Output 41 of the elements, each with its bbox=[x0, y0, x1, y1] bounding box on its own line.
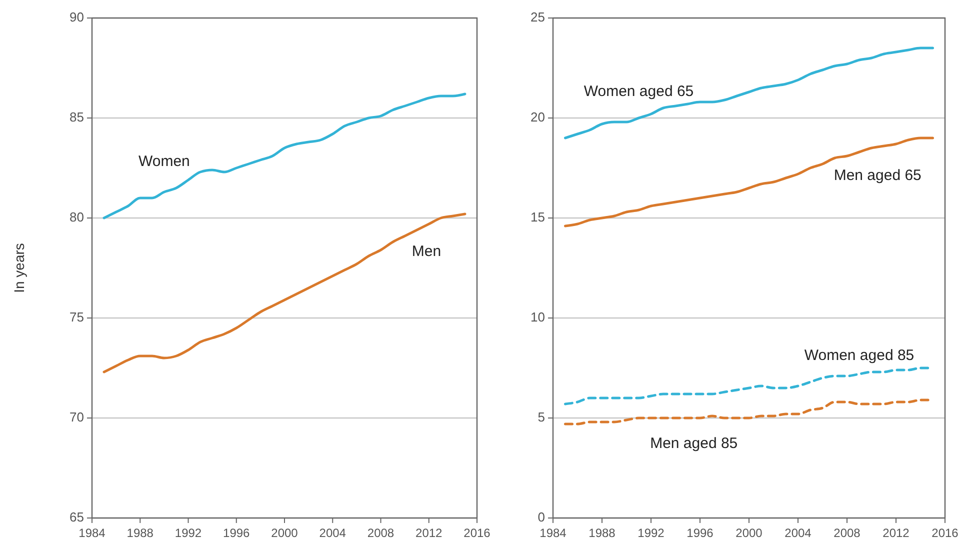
x-tick-label: 2000 bbox=[736, 526, 763, 540]
x-tick-label: 2016 bbox=[464, 526, 491, 540]
y-tick-label: 0 bbox=[538, 509, 545, 524]
y-tick-label: 10 bbox=[530, 309, 545, 324]
line-series bbox=[102, 212, 466, 374]
x-tick-label: 1988 bbox=[126, 526, 154, 540]
y-tick-label: 20 bbox=[530, 109, 545, 124]
series-label: Men aged 65 bbox=[834, 166, 922, 184]
x-tick-label: 1996 bbox=[686, 526, 714, 540]
x-tick-label: 1996 bbox=[223, 526, 250, 540]
x-tick-label: 2012 bbox=[882, 526, 910, 540]
x-tick-label: 2008 bbox=[834, 526, 861, 540]
x-tick-label: 1992 bbox=[174, 526, 202, 540]
series-label: Men aged 85 bbox=[650, 434, 738, 452]
series-label: Men bbox=[412, 242, 442, 260]
line-series bbox=[564, 136, 934, 228]
y-tick-label: 70 bbox=[70, 409, 84, 424]
y-tick-label: 5 bbox=[538, 409, 545, 424]
x-tick-label: 1988 bbox=[588, 526, 616, 540]
y-tick-label: 80 bbox=[70, 209, 84, 224]
y-tick-label: 85 bbox=[70, 109, 84, 124]
x-tick-label: 2016 bbox=[932, 526, 959, 540]
y-tick-label: 75 bbox=[70, 309, 84, 324]
series-label: Women aged 85 bbox=[804, 346, 914, 364]
series-label: Women bbox=[138, 152, 190, 170]
line-series bbox=[564, 46, 934, 140]
line-series bbox=[102, 92, 466, 220]
x-tick-label: 2000 bbox=[271, 526, 298, 540]
x-tick-label: 1984 bbox=[78, 526, 106, 540]
x-tick-label: 2004 bbox=[319, 526, 346, 540]
y-axis-title: In years bbox=[11, 243, 27, 293]
x-tick-label: 2008 bbox=[367, 526, 394, 540]
y-tick-label: 90 bbox=[70, 9, 84, 24]
x-tick-label: 2012 bbox=[416, 526, 443, 540]
y-tick-label: 65 bbox=[70, 509, 84, 524]
x-tick-label: 1992 bbox=[638, 526, 665, 540]
series-label: Women aged 65 bbox=[584, 82, 694, 100]
y-tick-label: 15 bbox=[530, 209, 545, 224]
y-tick-label: 25 bbox=[530, 9, 545, 24]
x-tick-label: 1984 bbox=[540, 526, 567, 540]
x-tick-label: 2004 bbox=[784, 526, 812, 540]
